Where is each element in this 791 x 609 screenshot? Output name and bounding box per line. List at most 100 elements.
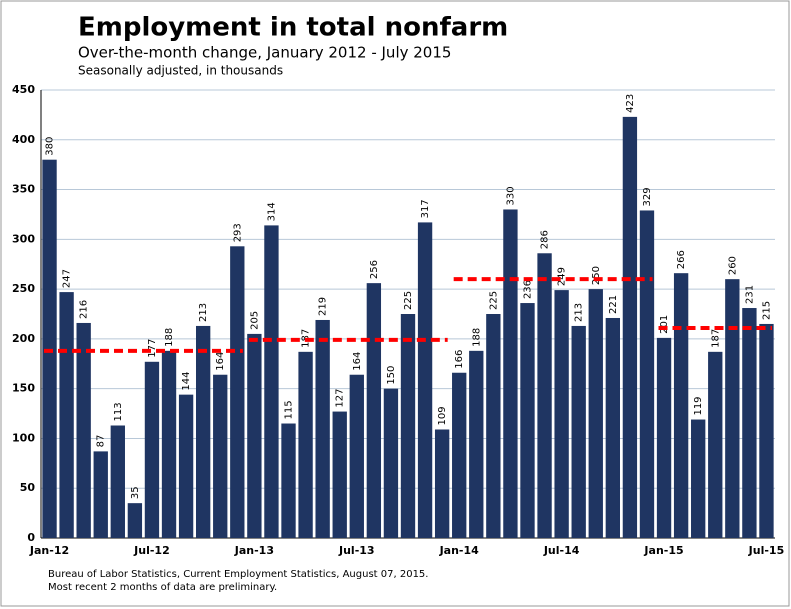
value-label: 213	[574, 303, 585, 322]
bar	[366, 283, 382, 538]
x-tick-label: Jul-13	[338, 544, 375, 557]
value-label: 187	[710, 329, 721, 348]
value-label: 164	[215, 352, 226, 371]
value-label: 231	[744, 285, 755, 304]
y-tick-label: 300	[12, 232, 35, 245]
chart-title: Employment in total nonfarm	[78, 13, 508, 43]
value-label: 113	[113, 402, 124, 421]
value-label: 87	[96, 435, 107, 448]
y-tick-label: 100	[12, 431, 35, 444]
bar	[691, 419, 706, 538]
value-label: 188	[164, 328, 175, 347]
value-label: 119	[693, 396, 704, 415]
value-label: 247	[62, 269, 73, 288]
source-note: Most recent 2 months of data are prelimi…	[48, 582, 277, 593]
bar	[349, 374, 364, 538]
bar	[673, 273, 689, 538]
value-label: 177	[147, 339, 158, 358]
x-tick-label: Jan-15	[643, 544, 683, 557]
x-tick-label: Jan-13	[234, 544, 274, 557]
value-label: 35	[130, 486, 141, 499]
value-label: 380	[45, 137, 56, 156]
value-label: 150	[386, 366, 397, 385]
source-note: Bureau of Labor Statistics, Current Empl…	[48, 569, 428, 580]
bar	[554, 290, 569, 538]
x-tick-label: Jan-14	[439, 544, 480, 557]
value-label: 215	[761, 301, 772, 320]
bar	[417, 222, 433, 539]
value-label: 225	[403, 291, 414, 310]
chart-subtitle: Over-the-month change, January 2012 - Ju…	[78, 44, 451, 62]
value-label: 188	[471, 328, 482, 347]
x-tick-label: Jan-12	[29, 544, 69, 557]
bar	[588, 289, 603, 538]
bar	[503, 209, 518, 538]
bar	[605, 317, 621, 538]
bar	[178, 394, 194, 538]
value-label: 250	[591, 266, 602, 285]
bar	[213, 374, 228, 538]
value-label: 216	[79, 300, 90, 319]
value-label: 329	[642, 187, 653, 206]
bar	[161, 350, 177, 538]
value-label: 205	[249, 311, 260, 330]
value-label: 225	[488, 291, 499, 310]
value-label: 317	[420, 199, 431, 218]
value-label: 293	[232, 223, 243, 242]
value-label: 314	[266, 202, 277, 221]
bar	[759, 323, 774, 538]
y-tick-label: 200	[12, 332, 35, 345]
y-tick-label: 450	[12, 83, 35, 96]
bar	[571, 325, 586, 538]
bar	[281, 423, 296, 538]
bar	[452, 372, 467, 538]
value-label: 236	[522, 280, 533, 299]
bar	[537, 253, 552, 538]
value-label: 109	[437, 406, 448, 425]
value-label: 115	[284, 400, 295, 419]
bar	[656, 337, 672, 538]
x-tick-label: Jul-12	[133, 544, 170, 557]
bar	[230, 246, 245, 538]
x-tick-label: Jul-15	[748, 544, 785, 557]
bar	[383, 388, 399, 538]
bar	[195, 325, 211, 538]
bar	[110, 425, 125, 538]
value-label: 166	[454, 350, 465, 369]
bar	[59, 292, 74, 538]
value-label: 144	[181, 372, 192, 391]
bar	[332, 411, 347, 538]
x-tick-label: Jul-14	[543, 544, 580, 557]
bar	[247, 333, 262, 538]
y-tick-label: 50	[20, 481, 36, 494]
y-tick-label: 350	[12, 183, 35, 196]
bar	[742, 308, 757, 538]
value-label: 330	[505, 186, 516, 205]
y-tick-label: 250	[12, 282, 35, 295]
bar	[434, 429, 450, 538]
bar	[127, 503, 143, 538]
bar	[520, 303, 535, 538]
y-tick-label: 150	[12, 382, 35, 395]
value-label: 213	[198, 303, 209, 322]
bar	[264, 225, 279, 538]
bar	[486, 314, 501, 538]
value-label: 423	[625, 94, 636, 113]
bar	[622, 116, 638, 538]
bar	[469, 350, 484, 538]
chart-subtitle: Seasonally adjusted, in thousands	[78, 64, 283, 78]
value-label: 164	[352, 352, 363, 371]
value-label: 127	[335, 388, 346, 407]
bar	[298, 351, 313, 538]
value-label: 201	[659, 315, 670, 334]
bar	[93, 451, 108, 538]
bar	[639, 210, 655, 538]
value-label: 219	[318, 297, 329, 316]
value-label: 221	[608, 295, 619, 314]
bar	[725, 279, 740, 538]
value-label: 256	[369, 260, 380, 279]
bar	[708, 351, 723, 538]
value-label: 266	[676, 250, 687, 269]
value-label: 260	[727, 256, 738, 275]
